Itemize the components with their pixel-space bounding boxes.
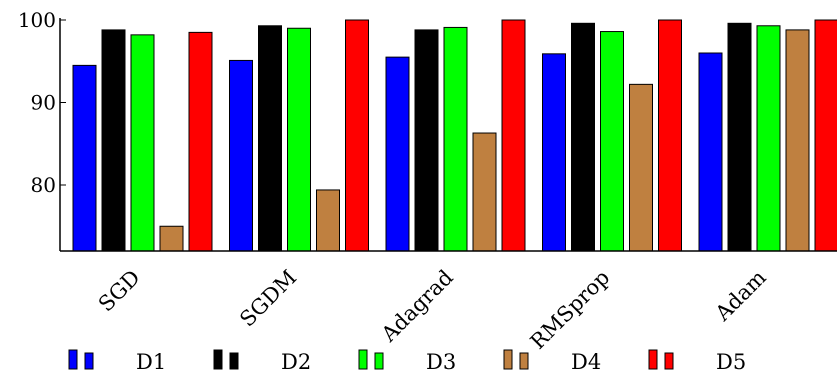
legend-item-d3: D3: [358, 349, 456, 374]
y-axis: 80 90 100: [18, 8, 66, 251]
bar-adagrad-d3: [443, 26, 468, 252]
bar-adagrad-d2: [414, 29, 439, 252]
bar-rmsprop-d4: [629, 83, 653, 252]
legend-item-d5: D5: [648, 349, 746, 374]
bar-adam-d1: [698, 52, 723, 252]
legend-swatch: [84, 352, 94, 370]
legend-item-d2: D2: [213, 349, 311, 374]
x-tick-label-sgdm: SGDM: [235, 265, 301, 331]
bar-sgd-d3: [130, 34, 155, 252]
bar-sgdm-d1: [229, 59, 253, 252]
legend-swatch: [519, 352, 529, 370]
y-tick-label-100: 100: [18, 8, 56, 32]
bar-sgd-d1: [72, 64, 97, 252]
legend-label: D4: [571, 350, 601, 374]
bars-group: [72, 19, 837, 252]
bar-sgd-d5: [188, 31, 213, 252]
bar-sgd-d2: [101, 29, 126, 252]
legend-swatch: [374, 352, 384, 370]
legend-swatch: [229, 352, 239, 370]
bar-sgdm-d3: [287, 27, 311, 252]
legend-item-d4: D4: [503, 349, 601, 374]
legend-label: D5: [716, 350, 746, 374]
legend-swatch: [213, 349, 223, 370]
legend-label: D1: [136, 350, 166, 374]
legend: D1 D2 D3 D4 D5: [68, 349, 746, 374]
bar-adam-d3: [756, 25, 781, 252]
legend-swatch: [68, 349, 78, 370]
legend-swatch: [664, 352, 674, 370]
y-tick-label-90: 90: [31, 91, 56, 115]
bar-sgdm-d4: [316, 189, 340, 252]
legend-swatch: [358, 349, 368, 370]
x-tick-label-adam: Adam: [710, 265, 771, 326]
legend-label: D2: [281, 350, 311, 374]
bar-sgd-d4: [159, 225, 184, 252]
x-axis: SGD SGDM Adagrad RMSprop Adam: [60, 250, 837, 354]
bar-adam-d4: [785, 29, 810, 252]
bar-sgdm-d2: [258, 25, 282, 252]
bar-sgdm-d5: [345, 19, 369, 252]
bar-rmsprop-d1: [542, 53, 566, 252]
x-tick-label-adagrad: Adagrad: [376, 265, 458, 347]
bar-adagrad-d5: [501, 19, 526, 252]
bar-adagrad-d4: [472, 132, 497, 252]
bar-rmsprop-d2: [571, 22, 595, 252]
x-tick-label-sgd: SGD: [94, 265, 145, 316]
legend-label: D3: [426, 350, 456, 374]
y-tick-label-80: 80: [31, 173, 56, 197]
bar-rmsprop-d3: [600, 31, 624, 252]
bar-adam-d2: [727, 22, 752, 252]
bar-rmsprop-d5: [658, 19, 682, 252]
x-tick-label-rmsprop: RMSprop: [526, 265, 615, 354]
legend-swatch: [503, 349, 513, 370]
legend-item-d1: D1: [68, 349, 166, 374]
bar-adam-d5: [814, 19, 837, 252]
legend-swatch: [648, 349, 658, 370]
bar-adagrad-d1: [385, 56, 410, 252]
